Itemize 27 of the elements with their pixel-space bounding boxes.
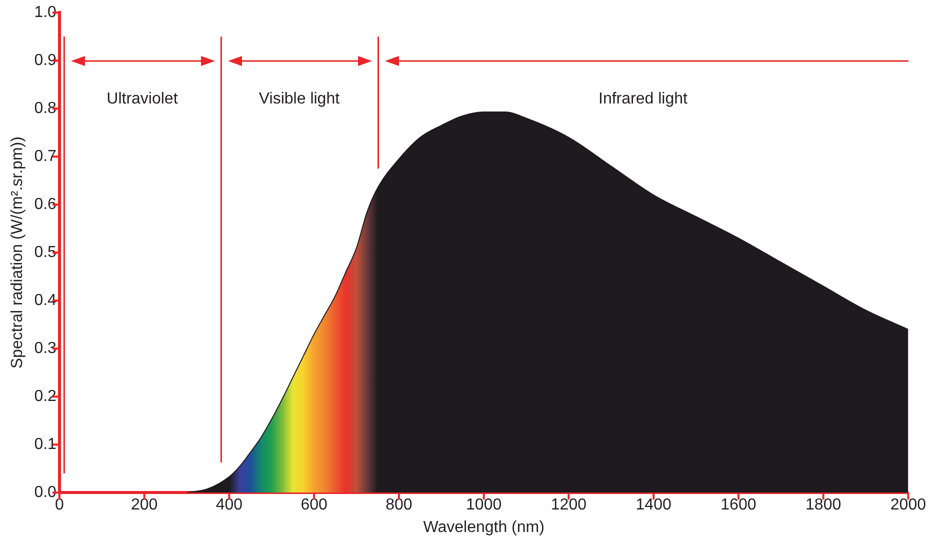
x-tick-label: 400 (216, 496, 243, 514)
y-tick-label: 0.8 (34, 100, 57, 118)
x-tick-label: 1800 (806, 496, 842, 514)
x-tick-label: 800 (386, 496, 412, 514)
x-tick-label: 1400 (636, 496, 672, 514)
x-tick-label: 0 (54, 496, 64, 514)
x-tick-label: 600 (300, 496, 328, 514)
annotation: Visible light (258, 90, 340, 108)
x-tick-label: 1000 (466, 496, 502, 514)
x-tick-label: 1600 (720, 496, 756, 514)
y-tick-label: 0.1 (34, 436, 57, 454)
annotation: Ultraviolet (106, 90, 178, 108)
y-tick-label: 0.6 (34, 196, 57, 214)
x-tick-label: 200 (130, 496, 158, 514)
x-tick-label: 2000 (890, 496, 926, 514)
annotation: Infrared light (598, 90, 688, 108)
y-tick-label: 0.7 (34, 148, 57, 166)
x-tick-label: 1200 (550, 496, 587, 514)
y-tick-label: 0.2 (34, 388, 57, 406)
y-tick-label: 0.9 (34, 52, 57, 70)
y-tick-label: 0.4 (34, 292, 57, 310)
y-tick-label: 0.3 (34, 340, 57, 358)
y-axis-title: Spectral radiation (W/(m².sr.pm)) (9, 136, 26, 369)
y-tick-label: 0.0 (34, 484, 57, 502)
y-tick-label: 1.0 (34, 4, 57, 22)
x-axis-title: Wavelength (nm) (423, 518, 544, 536)
y-tick-label: 0.5 (34, 244, 57, 262)
